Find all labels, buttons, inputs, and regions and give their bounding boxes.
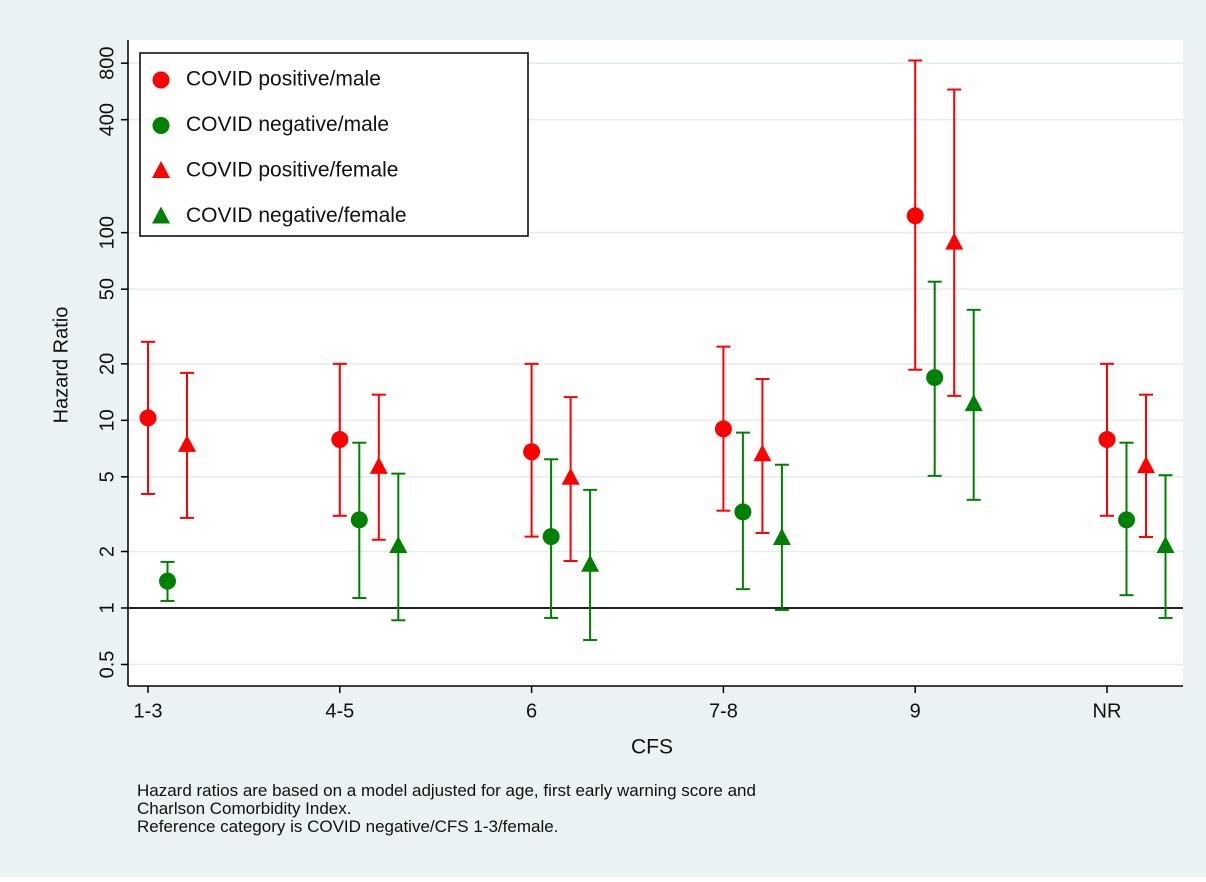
- point: [1137, 456, 1155, 474]
- point: [1156, 535, 1175, 553]
- point: [561, 467, 580, 485]
- point: [139, 409, 157, 427]
- y-tick-label: 50: [96, 278, 118, 300]
- y-tick-label: 400: [96, 103, 118, 136]
- point: [523, 443, 541, 461]
- legend-box: [139, 52, 529, 237]
- point: [542, 528, 560, 546]
- note: Reference category is COVID negative/CFS…: [137, 817, 558, 836]
- x-tick-label: 6: [526, 700, 537, 722]
- point: [964, 394, 983, 412]
- point: [734, 503, 752, 521]
- point: [1098, 431, 1116, 449]
- legend-label: COVID negative/male: [186, 113, 389, 136]
- note: Hazard ratios are based on a model adjus…: [137, 781, 756, 800]
- y-tick-label: 0.5: [96, 651, 118, 679]
- point: [581, 554, 600, 572]
- legend-marker: [152, 161, 170, 178]
- y-tick-label: 800: [96, 46, 118, 79]
- point: [906, 207, 924, 225]
- legend-label: COVID positive/male: [186, 68, 381, 91]
- y-tick-label: 2: [96, 546, 118, 557]
- x-axis-title: CFS: [631, 736, 673, 759]
- y-tick-label: 1: [96, 602, 118, 613]
- point: [753, 444, 772, 462]
- legend-label: COVID positive/female: [186, 159, 398, 182]
- point: [926, 369, 944, 387]
- y-tick-label: 20: [96, 353, 118, 375]
- point: [714, 420, 732, 438]
- y-tick-label: 5: [96, 471, 118, 482]
- note: Charlson Comorbidity Index.: [137, 799, 351, 818]
- point: [369, 456, 388, 474]
- point: [350, 511, 368, 529]
- legend-marker: [152, 117, 170, 134]
- legend-label: COVID negative/female: [186, 204, 407, 227]
- x-tick-label: 9: [910, 700, 921, 722]
- legend-marker: [152, 71, 170, 89]
- x-tick-label: 7-8: [709, 700, 738, 722]
- x-tick-label: 4-5: [325, 700, 354, 722]
- point: [1118, 511, 1135, 529]
- point: [389, 535, 408, 553]
- y-tick-label: 100: [96, 216, 118, 249]
- point: [159, 572, 176, 590]
- y-axis-title: Hazard Ratio: [50, 307, 72, 424]
- legend-marker: [152, 206, 170, 224]
- point: [772, 528, 791, 546]
- point: [331, 431, 349, 449]
- x-tick-label: 1-3: [134, 700, 163, 722]
- y-tick-label: 10: [96, 409, 118, 431]
- x-tick-label: NR: [1093, 700, 1122, 722]
- point: [945, 232, 964, 250]
- point: [178, 434, 196, 452]
